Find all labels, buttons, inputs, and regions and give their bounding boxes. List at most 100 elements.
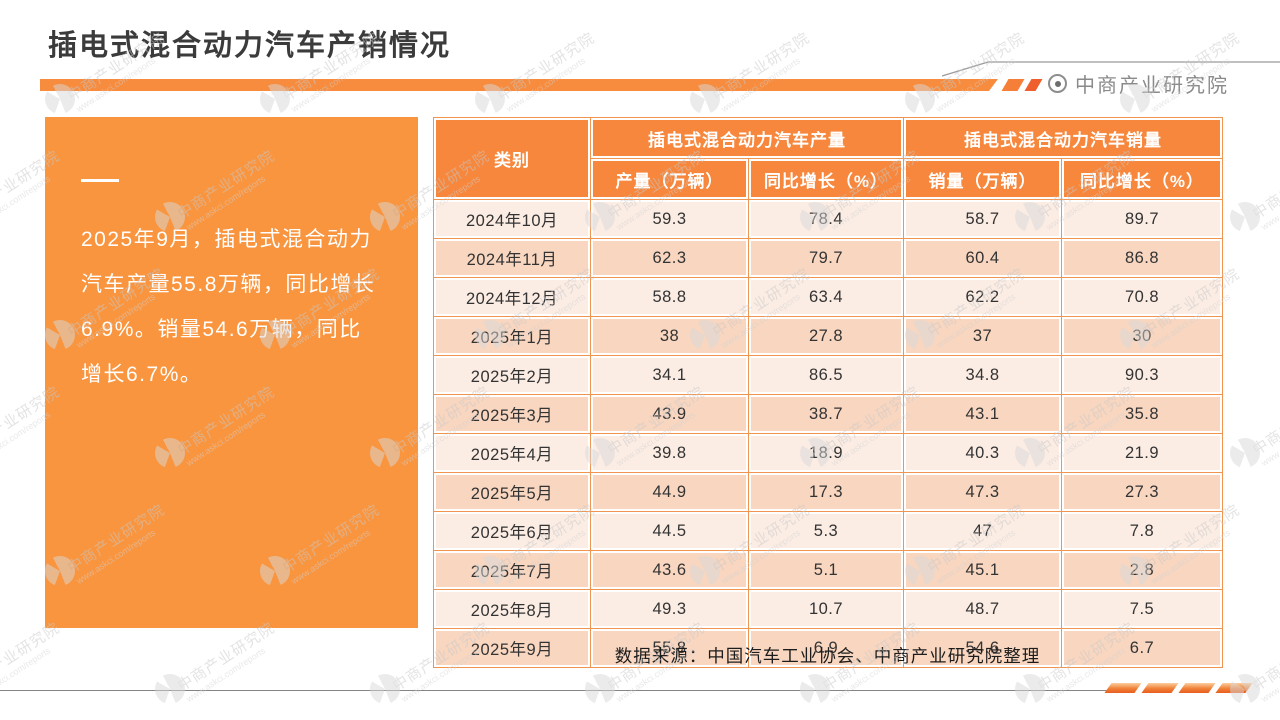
table-cell: 62.2 (903, 277, 1062, 317)
table-row: 2025年7月 43.6 5.1 45.1 2.8 (433, 550, 1223, 590)
table-cell: 5.1 (748, 550, 904, 590)
table-cell: 63.4 (748, 277, 904, 317)
table-cell: 2025年2月 (433, 355, 591, 395)
table-cell: 79.7 (748, 238, 904, 278)
watermark-pie-logo-icon (800, 674, 830, 704)
table-cell: 7.5 (1061, 589, 1223, 629)
table-cell: 6.7 (1061, 628, 1223, 668)
data-source-note: 数据来源：中国汽车工业协会、中商产业研究院整理 (614, 646, 1041, 666)
footer-divider-line (0, 690, 1110, 691)
column-header-sales-yoy: 同比增长（%） (1061, 158, 1223, 200)
watermark: 中商产业研究院 www.askci.com/reports (0, 619, 63, 704)
table-cell: 43.6 (590, 550, 749, 590)
table-cell: 30 (1061, 316, 1223, 356)
table-cell: 34.8 (903, 355, 1062, 395)
table-cell: 35.8 (1061, 394, 1223, 434)
table-cell: 2025年3月 (433, 394, 591, 434)
table-row: 2025年3月 43.9 38.7 43.1 35.8 (433, 394, 1223, 434)
watermark-pie-logo-icon (585, 674, 615, 704)
table-cell: 17.3 (748, 472, 904, 512)
column-header-production-volume: 产量（万辆） (590, 158, 749, 200)
watermark: 中商产业研究院 www.askci.com/reports (155, 620, 302, 704)
table-cell: 6.9 (748, 628, 904, 668)
table-cell: 55.8 (590, 628, 749, 668)
column-header-sales-volume: 销量（万辆） (903, 158, 1062, 200)
table-cell: 60.4 (903, 238, 1062, 278)
table-cell: 2.8 (1061, 550, 1223, 590)
table-row: 2025年2月 34.1 86.5 34.8 90.3 (433, 355, 1223, 395)
watermark: 中商产业研究院 www.askci.com/reports (800, 620, 947, 704)
table-cell: 2025年8月 (433, 589, 591, 629)
table-cell: 2024年11月 (433, 238, 591, 278)
table-cell: 47.3 (903, 472, 1062, 512)
table-cell: 49.3 (590, 589, 749, 629)
table-cell: 70.8 (1061, 277, 1223, 317)
table-cell: 90.3 (1061, 355, 1223, 395)
header-slash-decoration (1001, 79, 1025, 91)
watermark: 中商产业研究院 www.askci.com/reports (1230, 148, 1280, 232)
table-header-group-row: 类别 插电式混合动力汽车产量 插电式混合动力汽车销量 (433, 117, 1223, 200)
table-cell: 37 (903, 316, 1062, 356)
table-cell: 2025年6月 (433, 511, 591, 551)
summary-panel: 2025年9月，插电式混合动力汽车产量55.8万辆，同比增长6.9%。销量54.… (45, 117, 418, 628)
table-cell: 58.8 (590, 277, 749, 317)
watermark-pie-logo-icon (1230, 202, 1260, 232)
brand-circle-icon (1048, 74, 1067, 93)
table-cell: 44.9 (590, 472, 749, 512)
table-cell: 2025年1月 (433, 316, 591, 356)
table-cell: 38.7 (748, 394, 904, 434)
table-cell: 2025年9月 (433, 628, 591, 668)
watermark-pie-logo-icon (1230, 438, 1260, 468)
summary-text: 2025年9月，插电式混合动力汽车产量55.8万辆，同比增长6.9%。销量54.… (81, 228, 376, 386)
table-cell: 45.1 (903, 550, 1062, 590)
table-cell: 21.9 (1061, 433, 1223, 473)
table-row: 2025年8月 49.3 10.7 48.7 7.5 (433, 589, 1223, 629)
table-cell: 59.3 (590, 199, 749, 239)
table-cell: 47 (903, 511, 1062, 551)
production-sales-table: 类别 插电式混合动力汽车产量 插电式混合动力汽车销量 产量（万辆） 同比增长（%… (433, 117, 1223, 668)
table-cell: 86.5 (748, 355, 904, 395)
table-cell: 34.1 (590, 355, 749, 395)
table-cell: 2025年7月 (433, 550, 591, 590)
summary-dash-decoration (81, 179, 119, 182)
table-cell: 44.5 (590, 511, 749, 551)
column-header-category: 类别 (433, 117, 591, 200)
table-cell: 58.7 (903, 199, 1062, 239)
table-cell: 48.7 (903, 589, 1062, 629)
table-cell: 39.8 (590, 433, 749, 473)
watermark: 中商产业研究院 www.askci.com/reports (585, 620, 732, 704)
table-cell: 86.8 (1061, 238, 1223, 278)
table-cell: 89.7 (1061, 199, 1223, 239)
table-cell: 43.1 (903, 394, 1062, 434)
table-cell: 10.7 (748, 589, 904, 629)
brand-logo: 中商产业研究院 (1048, 69, 1229, 98)
table-cell: 38 (590, 316, 749, 356)
header-divider-line (941, 61, 1280, 77)
table-body: 2024年10月 59.3 78.4 58.7 89.7 2024年11月 62.3 79.7… (433, 199, 1223, 668)
header-slash-decoration (1024, 79, 1043, 91)
watermark-pie-logo-icon (155, 674, 185, 704)
table-cell: 2024年10月 (433, 199, 591, 239)
table-cell: 54.6 (903, 628, 1062, 668)
title-underline-bar (40, 79, 998, 91)
table-cell: 43.9 (590, 394, 749, 434)
footer-slash-decoration (1104, 683, 1253, 693)
table-cell: 18.9 (748, 433, 904, 473)
table-cell: 62.3 (590, 238, 749, 278)
table-cell: 5.3 (748, 511, 904, 551)
table-cell: 78.4 (748, 199, 904, 239)
page-title: 插电式混合动力汽车产销情况 (48, 30, 452, 62)
table-cell: 2025年4月 (433, 433, 591, 473)
table-row: 2025年9月 55.8 6.9 54.6 6.7 (433, 628, 1223, 668)
table-row: 2024年10月 59.3 78.4 58.7 89.7 (433, 199, 1223, 239)
watermark: 中商产业研究院 www.askci.com/reports (1230, 384, 1280, 468)
data-table-container: 类别 插电式混合动力汽车产量 插电式混合动力汽车销量 产量（万辆） 同比增长（%… (433, 117, 1223, 668)
table-cell: 40.3 (903, 433, 1062, 473)
table-row: 2024年11月 62.3 79.7 60.4 86.8 (433, 238, 1223, 278)
table-row: 2025年4月 39.8 18.9 40.3 21.9 (433, 433, 1223, 473)
table-cell: 7.8 (1061, 511, 1223, 551)
table-cell: 2025年5月 (433, 472, 591, 512)
table-row: 2025年6月 44.5 5.3 47 7.8 (433, 511, 1223, 551)
column-group-sales: 插电式混合动力汽车销量 (903, 117, 1223, 159)
brand-name: 中商产业研究院 (1075, 75, 1229, 97)
